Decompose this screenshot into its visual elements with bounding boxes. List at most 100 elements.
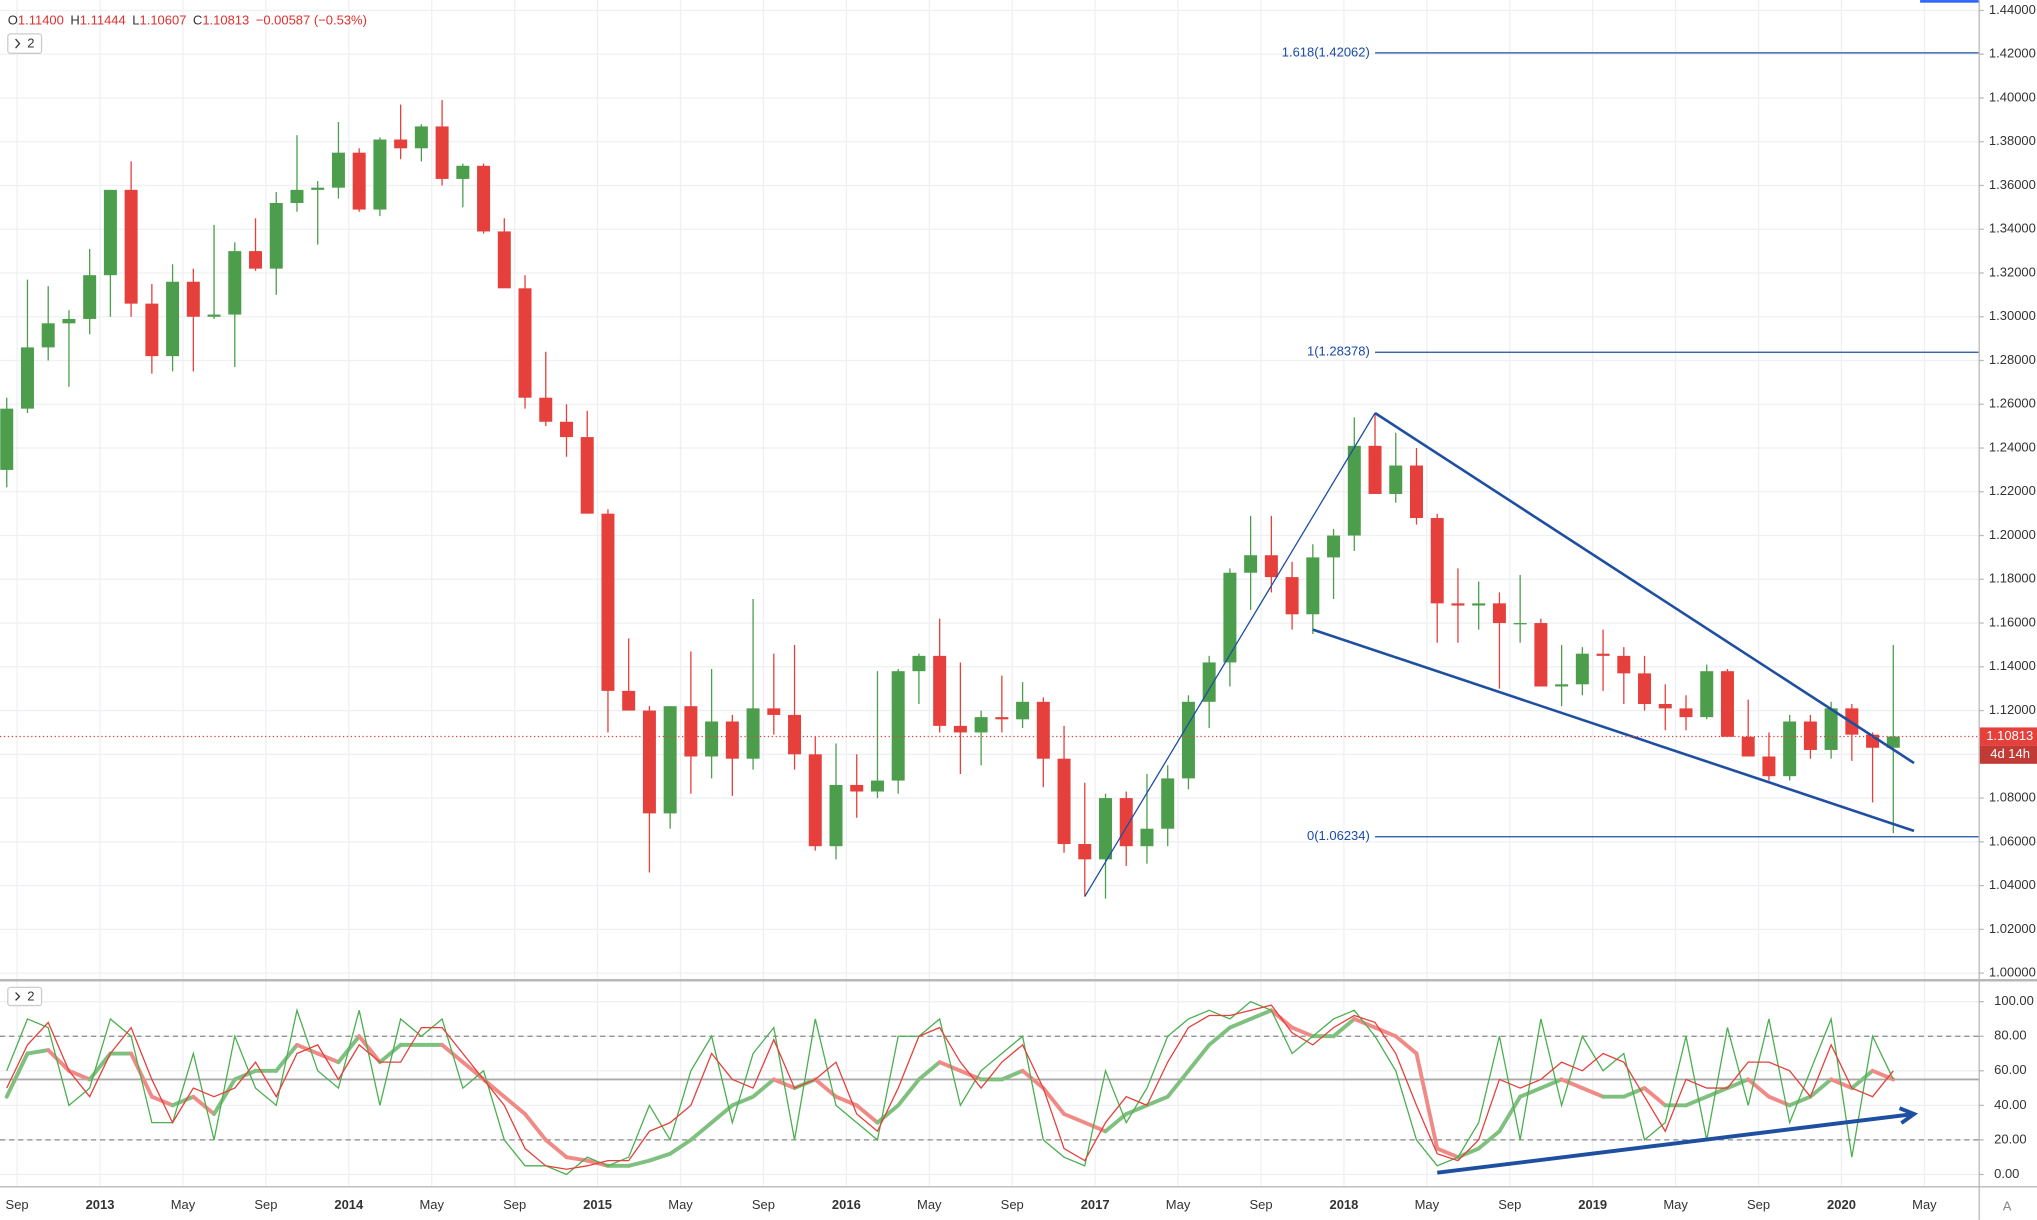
ohlc-value: 1.10813 [202, 12, 249, 27]
y-tick-label: 1.44000 [1989, 2, 2036, 17]
corner-label: A [2003, 1198, 2012, 1213]
x-tick-label: May [171, 1197, 196, 1212]
oscillator-segment [315, 1051, 341, 1065]
candle-body [414, 126, 428, 149]
pane-label: 2 [27, 36, 34, 51]
x-tick-label: Sep [6, 1197, 29, 1212]
x-tick-label: Sep [752, 1197, 775, 1212]
trendline [1374, 411, 1915, 765]
oscillator-segment [1725, 1077, 1751, 1091]
last-price-label: 1.10813 [1986, 728, 2033, 743]
oscillator-segment [25, 1048, 51, 1056]
candle-body [1368, 445, 1382, 494]
oscillator-segment [1290, 1025, 1315, 1039]
candle-body [1886, 736, 1900, 748]
ohlc-key: O [8, 12, 18, 27]
oscillator-segment [502, 1094, 527, 1116]
candle-body [1306, 557, 1320, 615]
candle-body [1555, 684, 1569, 687]
y-tick-label: 1.16000 [1989, 614, 2036, 629]
oscillator-segment [1041, 1086, 1066, 1116]
candle-body [290, 189, 304, 203]
y-tick-label: 1.28000 [1989, 352, 2036, 367]
candle-body [1472, 603, 1486, 606]
candle-body [642, 710, 656, 814]
oscillator-segment [1518, 1086, 1543, 1099]
candle-body [1492, 603, 1506, 624]
y-tick-label: 1.20000 [1989, 527, 2036, 542]
candle-body [788, 714, 802, 755]
oscillator-segment [1165, 1068, 1191, 1099]
x-tick-label: Sep [1498, 1197, 1521, 1212]
candle-body [1409, 465, 1423, 519]
candle-body [953, 725, 967, 733]
y-tick-label: 1.40000 [1989, 89, 2036, 104]
x-tick-label: May [1663, 1197, 1688, 1212]
arrow-head [1898, 1106, 1919, 1125]
candle-body [808, 754, 822, 847]
candle-body [601, 513, 615, 691]
oscillator-segment [626, 1158, 652, 1168]
candle-body [622, 690, 636, 711]
oscillator-segment [999, 1068, 1025, 1082]
candle-body [228, 251, 242, 315]
y-tick-label: 1.06000 [1989, 833, 2036, 848]
oscillator-segment [1538, 1077, 1564, 1091]
x-tick-label: 2018 [1329, 1197, 1358, 1212]
candle-body [891, 671, 905, 781]
ohlc-change: −0.00587 (−0.53%) [256, 12, 367, 27]
ohlc-value: 1.10607 [139, 12, 186, 27]
oscillator-segment [1704, 1086, 1730, 1099]
y-tick-label: 1.12000 [1989, 702, 2036, 717]
x-tick-label: 2019 [1578, 1197, 1607, 1212]
oscillator-segment [1497, 1094, 1523, 1134]
oscillator-segment [1580, 1086, 1606, 1099]
oscillator-segment [1456, 1146, 1481, 1160]
fib-label: 1.618(1.42062) [1282, 44, 1370, 59]
candle-body [1803, 721, 1817, 750]
oscillator-segment [1186, 1042, 1212, 1073]
y-tick-label: 1.26000 [1989, 396, 2036, 411]
candle-body [1161, 778, 1175, 829]
y-tick-label: 1.22000 [1989, 483, 2036, 498]
candle-body [1679, 708, 1693, 718]
candle-body [331, 152, 345, 188]
y-tick-label: 1.02000 [1989, 921, 2036, 936]
candle-body [974, 717, 988, 733]
trendline [1312, 628, 1915, 833]
oscillator-segment [896, 1077, 921, 1108]
x-tick-label: 2020 [1827, 1197, 1856, 1212]
candle-body [1099, 798, 1113, 860]
oscillator-segment [668, 1137, 693, 1156]
pane-toggle[interactable] [7, 986, 43, 1007]
candle-body [1700, 671, 1714, 718]
oscillator-segment [212, 1077, 237, 1116]
chevron-icon [15, 38, 21, 49]
countdown-box [1979, 745, 2037, 764]
y-tick-label: 1.32000 [1989, 264, 2036, 279]
x-tick-label: 2017 [1081, 1197, 1110, 1212]
candle-body [1202, 662, 1216, 702]
last-price-box [1979, 727, 2037, 746]
candle-body [0, 408, 14, 470]
oscillator-segment [1248, 1008, 1274, 1021]
oscillator-segment [916, 1060, 942, 1082]
oscillator-segment [1746, 1077, 1771, 1099]
trend-arrow [1436, 1112, 1915, 1175]
candle-body [829, 784, 843, 847]
oscillator-segment [937, 1060, 963, 1073]
candle-body [684, 706, 698, 757]
candle-body [705, 721, 719, 757]
oscillator-segment [1559, 1077, 1585, 1091]
candle-body [311, 187, 325, 190]
pane-toggle[interactable] [7, 33, 43, 54]
candle-body [767, 708, 781, 715]
ohlc-key: H [70, 12, 79, 27]
candle-body [1264, 555, 1278, 578]
oscillator-segment [170, 1094, 196, 1108]
oscillator-segment [4, 1051, 30, 1099]
x-tick-label: May [1912, 1197, 1937, 1212]
candle-body [912, 655, 926, 672]
